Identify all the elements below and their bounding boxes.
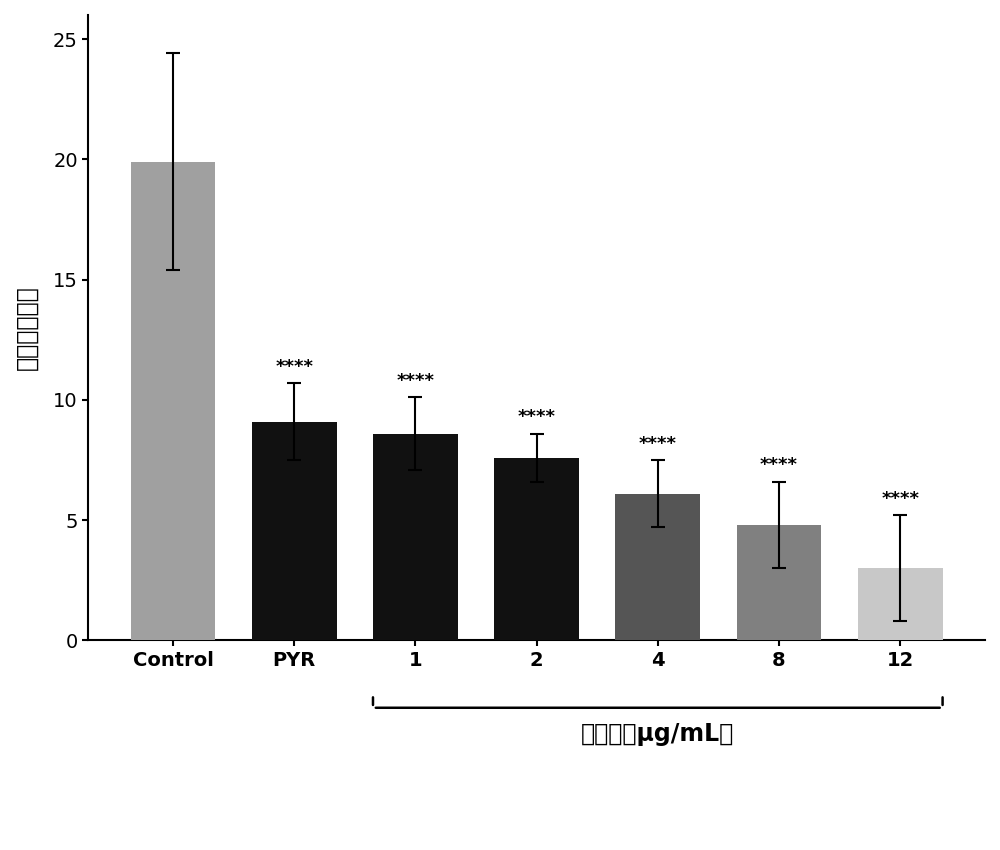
- Bar: [615, 494, 700, 640]
- Text: ****: ****: [881, 490, 919, 508]
- Bar: [737, 525, 821, 640]
- Text: 渴沙定（μg/mL）: 渴沙定（μg/mL）: [581, 722, 734, 746]
- Y-axis label: 入侵率（％）: 入侵率（％）: [15, 286, 39, 370]
- Bar: [131, 162, 215, 640]
- Bar: [494, 457, 579, 640]
- Bar: [373, 434, 458, 640]
- Text: ****: ****: [518, 408, 556, 427]
- Text: ****: ****: [275, 358, 313, 376]
- Text: ****: ****: [760, 456, 798, 474]
- Bar: [858, 569, 943, 640]
- Bar: [252, 422, 337, 640]
- Text: ****: ****: [639, 435, 677, 453]
- Text: ****: ****: [396, 372, 434, 390]
